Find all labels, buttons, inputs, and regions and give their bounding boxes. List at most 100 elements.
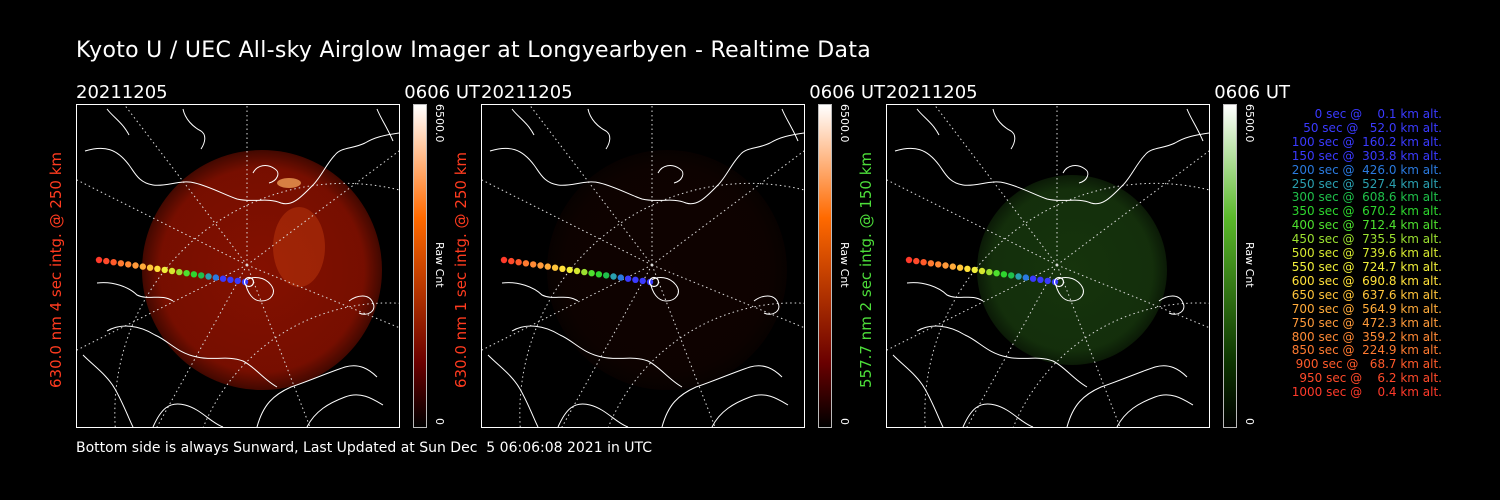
imager-panel-630nm-4sec: 20211205 0606 UT 630.0 nm 4 sec intg. @ …: [47, 80, 480, 440]
coastline: [487, 354, 539, 427]
coastline: [739, 132, 804, 156]
grid-line: [77, 179, 248, 266]
aurora-patch: [273, 207, 325, 287]
page-title: Kyoto U / UEC All-sky Airglow Imager at …: [76, 38, 872, 63]
trajectory-dot: [110, 259, 117, 266]
colorbar-min: 0: [1243, 418, 1256, 425]
legend-entry: 200 sec @ 426.0 km alt.: [1287, 162, 1442, 177]
colorbar: [413, 104, 427, 428]
coastline: [906, 282, 984, 302]
trajectory-dot: [949, 263, 956, 270]
trajectory-dot: [971, 266, 978, 274]
coastline: [916, 108, 940, 136]
coastline: [753, 295, 780, 315]
legend-entry: 150 sec @ 303.8 km alt.: [1287, 148, 1442, 163]
legend-entry: 600 sec @ 690.8 km alt.: [1287, 273, 1442, 288]
panel-date: 20211205: [76, 82, 168, 103]
coastline: [489, 147, 741, 205]
coastline: [587, 108, 611, 150]
site-marker: [648, 276, 660, 288]
coastline: [1158, 295, 1185, 315]
grid-line: [651, 264, 804, 329]
trajectory-dot: [95, 256, 103, 264]
trajectory-dot: [588, 270, 595, 277]
grid-line: [561, 264, 653, 427]
trajectory-dot: [212, 274, 219, 281]
trajectory-dot: [190, 271, 198, 278]
trajectory-dot: [573, 267, 581, 275]
panel-ylabel: 557.7 nm 2 sec intg. @ 150 km: [857, 151, 875, 389]
coastline: [376, 108, 394, 142]
coastline: [306, 394, 384, 427]
trajectory-dot: [1029, 275, 1037, 282]
trajectory-dot: [522, 260, 530, 267]
trajectory-dot: [205, 273, 212, 280]
colorbar-unit: Raw Cnt: [838, 242, 851, 288]
trajectory-dot: [117, 260, 125, 267]
trajectory-legend: 0 sec @ 0.1 km alt. 50 sec @ 52.0 km alt…: [1222, 107, 1442, 400]
trajectory-dot: [559, 265, 566, 272]
coastline: [511, 108, 535, 136]
trajectory-dot: [234, 277, 241, 285]
trajectory-dot: [161, 266, 168, 274]
coastline: [711, 394, 789, 427]
panel-ylabel: 630.0 nm 1 sec intg. @ 250 km: [452, 151, 470, 389]
grid-line: [246, 150, 399, 266]
coastline: [1144, 132, 1209, 156]
coastline: [106, 108, 130, 136]
colorbar: [818, 104, 832, 428]
imager-panel-630nm-1sec: 20211205 0606 UT 630.0 nm 1 sec intg. @ …: [452, 80, 885, 440]
legend-entry: 300 sec @ 608.6 km alt.: [1287, 190, 1442, 205]
coastline: [992, 108, 1016, 150]
legend-entry: 100 sec @ 160.2 km alt.: [1287, 134, 1442, 149]
trajectory-dot: [603, 272, 610, 279]
colorbar-min: 0: [838, 418, 851, 425]
coastline: [661, 365, 783, 427]
imager-panel-557nm-2sec: 20211205 0606 UT 557.7 nm 2 sec intg. @ …: [857, 80, 1290, 440]
trajectory-dot: [176, 268, 183, 276]
grid-line: [966, 264, 1058, 427]
trajectory-dot: [978, 267, 986, 275]
trajectory-dot: [566, 266, 573, 274]
coastline: [892, 354, 944, 427]
legend-entry: 0 sec @ 0.1 km alt.: [1303, 107, 1442, 121]
trajectory-dot: [905, 256, 913, 264]
trajectory-dot: [956, 264, 964, 271]
coastline: [334, 132, 399, 156]
legend-entry: 350 sec @ 670.2 km alt.: [1287, 204, 1442, 219]
coastline: [557, 403, 629, 427]
trajectory-dot: [125, 261, 132, 268]
grid-line: [482, 179, 653, 266]
panel-date: 20211205: [886, 82, 978, 103]
coastline: [894, 147, 1146, 205]
trajectory-dot: [624, 275, 632, 282]
bright-spot: [277, 178, 301, 188]
map-svg: [77, 105, 399, 427]
grid-line: [202, 302, 399, 427]
trajectory-dot: [544, 263, 551, 270]
trajectory-dot: [927, 260, 935, 267]
grid-line: [924, 182, 1209, 427]
trajectory-dot: [993, 270, 1000, 277]
grid-line: [887, 179, 1058, 266]
coastline: [244, 277, 274, 302]
coastline: [1116, 394, 1194, 427]
trajectory-dot: [132, 262, 139, 269]
coastline: [106, 325, 278, 388]
trajectory-dot: [154, 265, 161, 272]
colorbar-max: 6500.0: [838, 104, 851, 143]
colorbar-unit: Raw Cnt: [433, 242, 446, 288]
grid-line: [482, 264, 653, 351]
legend-entry: 1000 sec @ 0.4 km alt.: [1291, 385, 1442, 400]
trajectory-dot: [1044, 277, 1051, 285]
panel-time: 0606 UT: [404, 82, 480, 103]
trajectory-dot: [537, 262, 544, 269]
coastline: [256, 365, 378, 427]
grid-line: [887, 264, 1058, 351]
coastline: [96, 282, 174, 302]
legend-entry: 700 sec @ 564.9 km alt.: [1287, 301, 1442, 316]
trajectory-dot: [103, 257, 110, 265]
coastline: [1186, 108, 1204, 142]
legend-entry: 450 sec @ 735.5 km alt.: [1287, 232, 1442, 247]
